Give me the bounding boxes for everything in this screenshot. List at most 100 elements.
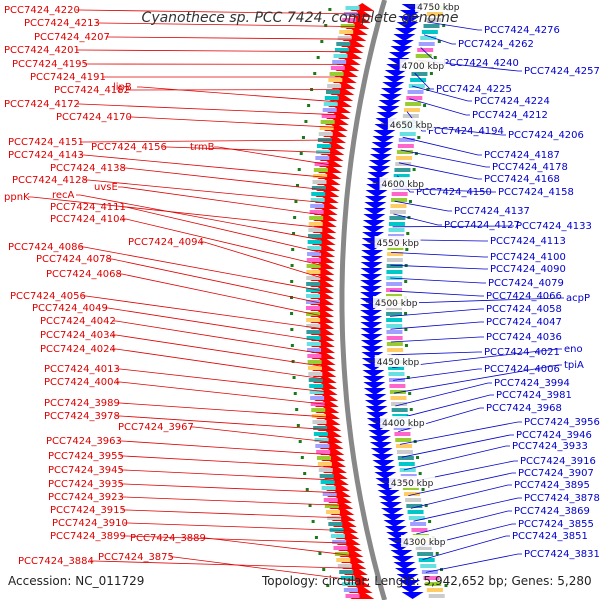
reverse-gene-arrow xyxy=(365,196,387,203)
gene-bar xyxy=(390,396,406,400)
reverse-gene-arrow xyxy=(381,508,403,515)
left-gene-label: PCC7424_3978 xyxy=(44,411,120,422)
right-gene-label: PCC7424_4187 xyxy=(484,150,560,161)
left-leader-line xyxy=(122,168,330,190)
left-leader-line xyxy=(82,296,324,329)
gene-bar xyxy=(400,132,416,136)
gene-bar xyxy=(395,438,411,442)
gene-bar xyxy=(326,90,340,94)
scale-tick-label: 4600 kbp xyxy=(382,180,425,190)
left-gene-label: PCC7424_4086 xyxy=(8,242,84,253)
left-gene-label: PCC7424_4004 xyxy=(44,377,120,388)
gene-bar xyxy=(336,558,350,562)
left-gene-label: PCC7424_4170 xyxy=(56,112,132,123)
reverse-gene-arrow xyxy=(368,166,390,173)
right-gene-label: PCC7424_4066 xyxy=(486,291,562,302)
left-gene-label: PCC7424_4138 xyxy=(50,163,126,174)
ring-dot xyxy=(322,568,325,571)
gene-bar xyxy=(387,342,403,346)
left-gene-label: PCC7424_3889 xyxy=(130,533,206,544)
left-gene-label: PCC7424_3915 xyxy=(50,505,126,516)
left-leader-line xyxy=(116,369,328,392)
gene-bar xyxy=(307,258,321,262)
ring-dot xyxy=(434,56,437,59)
reverse-gene-arrow xyxy=(372,454,394,461)
right-gene-label: PCC7424_4257 xyxy=(524,66,600,77)
gene-bar xyxy=(331,534,345,538)
gene-bar xyxy=(394,432,410,436)
reverse-gene-arrow xyxy=(382,514,404,521)
reverse-gene-arrow xyxy=(384,76,406,83)
right-gene-label: PCC7424_4240 xyxy=(443,58,519,69)
gene-bar xyxy=(396,444,412,448)
gene-bar xyxy=(387,348,403,352)
gene-bar xyxy=(405,498,421,502)
gene-bar xyxy=(317,456,331,460)
right-leader-line xyxy=(402,435,514,457)
scale-tick-label: 4350 kbp xyxy=(391,479,434,489)
reverse-gene-arrow xyxy=(361,334,383,341)
ring-dot xyxy=(417,136,420,139)
left-leader-line xyxy=(112,321,325,354)
ring-dot xyxy=(436,552,439,555)
reverse-gene-arrow xyxy=(360,316,382,323)
gene-bar xyxy=(391,198,407,202)
reverse-gene-arrow xyxy=(360,268,382,275)
map-title: Cyanothece sp. PCC 7424, complete genome xyxy=(0,10,600,26)
reverse-gene-arrow xyxy=(363,214,385,221)
gene-bar xyxy=(429,594,445,598)
gene-bar xyxy=(324,102,338,106)
right-gene-label: PCC7424_3895 xyxy=(514,480,590,491)
right-leader-line xyxy=(409,99,470,115)
left-gene-label: PCC7424_3955 xyxy=(48,451,124,462)
ring-dot xyxy=(404,280,407,283)
ring-dot xyxy=(293,376,296,379)
left-gene-label: PCC7424_3875 xyxy=(98,552,174,563)
left-leader-line xyxy=(122,510,346,518)
reverse-gene-arrow xyxy=(372,142,394,149)
gene-bar xyxy=(308,240,322,244)
left-gene-label: PCC7424_4104 xyxy=(50,214,126,225)
reverse-gene-arrow xyxy=(360,286,382,293)
right-gene-label: PCC7424_3968 xyxy=(486,403,562,414)
gene-bar xyxy=(309,384,323,388)
gene-bar xyxy=(319,468,333,472)
reverse-gene-arrow xyxy=(369,160,391,167)
reverse-gene-arrow xyxy=(363,382,385,389)
reverse-gene-arrow xyxy=(360,322,382,329)
ring-dot xyxy=(409,200,412,203)
left-leader-line xyxy=(120,497,343,505)
reverse-gene-arrow xyxy=(361,346,383,353)
right-gene-label: PCC7424_3981 xyxy=(496,390,572,401)
ring-dot xyxy=(298,168,301,171)
right-leader-line xyxy=(391,252,488,257)
left-leader-line xyxy=(106,37,356,39)
gene-bar xyxy=(328,78,342,82)
gene-bar xyxy=(308,228,322,232)
right-gene-label: PCC7424_3907 xyxy=(518,468,594,479)
left-gene-label: PCC7424_4207 xyxy=(34,32,110,43)
ring-dot xyxy=(404,328,407,331)
gene-bar xyxy=(339,30,353,34)
ring-dot xyxy=(304,120,307,123)
gene-bar xyxy=(306,306,320,310)
gene-bar xyxy=(386,324,402,328)
gene-bar xyxy=(320,474,334,478)
ring-dot xyxy=(317,56,320,59)
left-gene-label: PCC7424_4111 xyxy=(50,202,126,213)
right-leader-line xyxy=(401,150,490,167)
gene-bar xyxy=(392,192,408,196)
gene-bar xyxy=(309,222,323,226)
ring-dot xyxy=(301,456,304,459)
gene-bar xyxy=(311,192,325,196)
gene-bar xyxy=(389,228,405,232)
gene-bar xyxy=(317,144,331,148)
left-gene-label: PCC7424_4042 xyxy=(40,316,116,327)
ring-dot xyxy=(295,408,298,411)
right-gene-label: PCC7424_4058 xyxy=(486,304,562,315)
gene-bar xyxy=(308,366,322,370)
right-gene-label: PCC7424_4262 xyxy=(458,39,534,50)
right-gene-label: PCC7424_4090 xyxy=(490,264,566,275)
reverse-gene-arrow xyxy=(360,328,382,335)
